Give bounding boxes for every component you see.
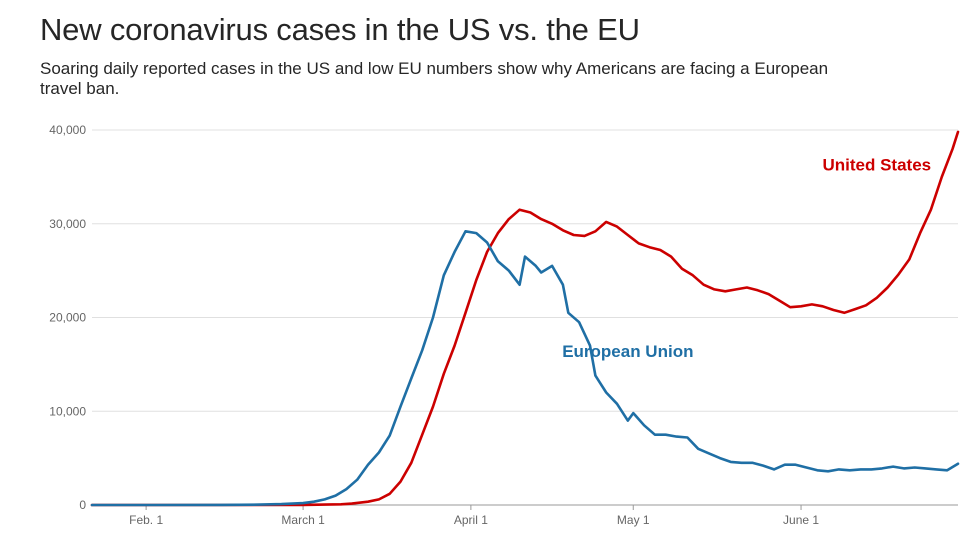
y-tick-label: 30,000 xyxy=(49,217,86,231)
x-tick-label: June 1 xyxy=(783,513,819,527)
x-tick-label: May 1 xyxy=(617,513,650,527)
series-label-united-states: United States xyxy=(822,155,931,174)
x-tick-label: April 1 xyxy=(454,513,488,527)
y-tick-label: 20,000 xyxy=(49,311,86,325)
chart-subtitle: Soaring daily reported cases in the US a… xyxy=(40,59,829,98)
y-tick-label: 40,000 xyxy=(49,123,86,137)
chart-title: New coronavirus cases in the US vs. the … xyxy=(40,12,640,47)
gridlines xyxy=(92,129,958,412)
series-line-european-union xyxy=(90,230,960,507)
x-axis-tick-labels: Feb. 1 March 1 April 1 May 1 June 1 xyxy=(129,513,819,527)
x-tick-label: March 1 xyxy=(281,513,325,527)
series-label-european-union: European Union xyxy=(562,342,693,361)
series-lines xyxy=(90,130,960,507)
series-labels: United States European Union xyxy=(562,155,931,361)
y-tick-label: 10,000 xyxy=(49,404,86,418)
x-tick-label: Feb. 1 xyxy=(129,513,163,527)
y-tick-label: 0 xyxy=(79,498,86,512)
series-line-united-states xyxy=(90,130,960,507)
y-axis-tick-labels: 0 10,000 20,000 30,000 40,000 xyxy=(49,123,86,512)
